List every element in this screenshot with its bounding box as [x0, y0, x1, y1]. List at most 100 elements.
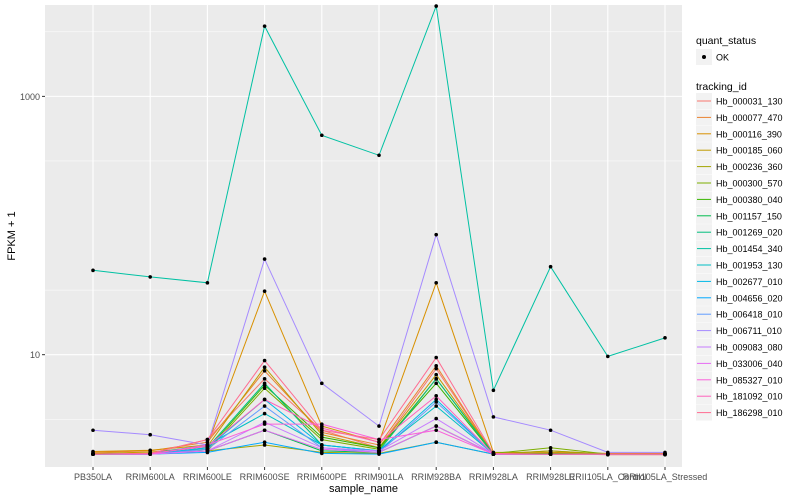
data-point-Hb_001454_340-RRIM600LA	[148, 275, 152, 279]
legend-title-tracking-id: tracking_id	[696, 81, 747, 93]
data-point-Hb_006711_010-PB350LA	[91, 428, 95, 433]
legend-item-label: Hb_001953_130	[716, 261, 783, 271]
data-point-Hb_006711_010-RRIM928BA	[434, 232, 439, 237]
data-point-Hb_181092_010-RRIM600SE	[262, 397, 267, 402]
data-point-Hb_001454_340-RRIM928BA	[434, 4, 439, 8]
y-axis-label: FPKM + 1	[6, 211, 18, 260]
data-point-Hb_001454_340-RRII105LA_Control	[606, 354, 610, 359]
data-point-Hb_085327_010-RRIM600SE	[262, 422, 267, 426]
data-point-Hb_000300_570-RRIM600PE	[320, 437, 324, 442]
data-point-Hb_186298_010-RRIM928LA	[491, 451, 496, 456]
data-point-Hb_000116_390-RRIM928BA	[434, 281, 439, 285]
data-point-Hb_186298_010-RRIM600LA	[148, 451, 152, 456]
data-point-Hb_009083_080-RRIM928BA	[434, 416, 439, 421]
data-point-Hb_186298_010-RRIM928BA	[434, 355, 439, 360]
data-point-Hb_002677_010-RRIM600PE	[320, 443, 324, 447]
data-point-Hb_186298_010-RRIM901LA	[377, 437, 381, 442]
data-point-Hb_006418_010-RRIM928BA	[434, 400, 439, 404]
data-point-Hb_085327_010-RRIM928BA	[434, 428, 439, 433]
data-point-Hb_000300_570-RRIM600SE	[262, 386, 267, 391]
legend-item-label: Hb_000077_470	[716, 113, 783, 123]
x-tick-label: RRIM600SE	[240, 472, 290, 482]
legend-item-label: Hb_181092_010	[716, 392, 783, 402]
data-point-Hb_033006_040-RRIM600SE	[262, 428, 267, 433]
data-point-Hb_001269_020-RRIM928BA	[434, 377, 439, 381]
data-point-Hb_006711_010-RRIM928LA	[491, 415, 496, 419]
data-point-Hb_001269_020-RRIM600SE	[262, 381, 267, 386]
x-axis-label: sample_name	[329, 483, 398, 495]
x-tick-label: RRIM901LA	[354, 472, 403, 482]
data-point-Hb_033006_040-RRIM928BA	[434, 424, 439, 428]
data-point-Hb_085327_010-RRIM600PE	[320, 422, 324, 426]
y-tick-label: 10	[30, 350, 40, 360]
data-point-Hb_000116_390-RRIM600SE	[262, 289, 267, 294]
x-tick-label: PB350LA	[74, 472, 112, 482]
data-point-Hb_001454_340-RRIM928LE	[548, 264, 553, 269]
data-point-Hb_000185_060-RRIM928BA	[434, 372, 439, 377]
data-point-Hb_186298_010-RRIM600LE	[205, 437, 210, 442]
data-point-Hb_006418_010-RRIM600SE	[262, 404, 267, 408]
data-point-Hb_186298_010-RRIM928LE	[548, 452, 553, 456]
data-point-Hb_000077_470-RRIM901LA	[377, 443, 381, 447]
data-point-Hb_004656_020-RRIM928BA	[434, 440, 439, 445]
data-point-Hb_001953_130-RRIM928BA	[434, 404, 439, 408]
legend-item-label: Hb_001454_340	[716, 244, 783, 254]
data-point-Hb_006711_010-RRIM901LA	[377, 424, 381, 428]
x-tick-label: RRII105LA_Control	[569, 472, 647, 482]
axes: 10 1000 PB350LA RRIM600LA RRIM600LE RRIM600SE…	[20, 92, 707, 482]
data-point-Hb_000077_470-RRIM600SE	[262, 369, 267, 373]
data-point-Hb_181092_010-RRIM928BA	[434, 394, 439, 398]
series-points	[91, 4, 667, 457]
data-point-Hb_000236_360-RRIM928LE	[548, 449, 553, 453]
data-point-Hb_001454_340-RRIM600PE	[320, 133, 324, 138]
legend-item-label: Hb_000236_360	[716, 162, 783, 172]
data-point-Hb_000236_360-RRIM600SE	[262, 443, 267, 447]
data-point-Hb_186298_010-RRII105LA_Stressed	[663, 452, 667, 456]
legend-item-label: Hb_000185_060	[716, 146, 783, 156]
x-tick-label: RRIM600LA	[126, 472, 175, 482]
data-point-Hb_000185_060-RRIM600SE	[262, 365, 267, 369]
data-point-Hb_000380_040-RRIM901LA	[377, 446, 381, 450]
legend-key-point	[702, 55, 706, 59]
legend-quant-items: OK	[696, 49, 729, 65]
x-tick-label: RRII105LA_Stressed	[623, 472, 708, 482]
x-tick-label: RRIM928LE	[526, 472, 575, 482]
data-point-Hb_001454_340-RRIM600LE	[205, 281, 210, 285]
data-point-Hb_001953_130-RRIM600SE	[262, 411, 267, 416]
data-point-Hb_001454_340-RRIM901LA	[377, 153, 381, 158]
data-point-Hb_181092_010-RRIM600LE	[205, 444, 210, 449]
data-point-Hb_181092_010-RRIM901LA	[377, 440, 381, 445]
legend-item-label: Hb_006418_010	[716, 310, 783, 320]
x-tick-label: RRIM600LE	[183, 472, 232, 482]
legend: quant_status OK tracking_id Hb_000031_13…	[696, 35, 783, 421]
legend-title-quant-status: quant_status	[696, 35, 756, 47]
legend-item-label: Hb_000116_390	[716, 129, 782, 139]
legend-item-label: Hb_004656_020	[716, 293, 783, 303]
plot-panel	[45, 5, 682, 467]
data-point-Hb_186298_010-RRII105LA_Control	[606, 452, 610, 456]
data-point-Hb_006711_010-RRIM928LE	[548, 428, 553, 433]
data-point-Hb_001454_340-RRII105LA_Stressed	[663, 336, 667, 340]
data-point-Hb_004656_020-RRIM600PE	[320, 451, 324, 456]
data-point-Hb_001454_340-PB350LA	[91, 268, 95, 273]
data-point-Hb_000300_570-RRIM928LE	[548, 446, 553, 450]
data-point-Hb_000380_040-RRIM600PE	[320, 435, 324, 439]
legend-item-label: Hb_033006_040	[716, 359, 783, 369]
data-point-Hb_033006_040-RRIM600PE	[320, 447, 324, 452]
x-tick-label: RRIM928BA	[411, 472, 461, 482]
data-point-Hb_001454_340-RRIM928LA	[491, 388, 496, 393]
data-point-Hb_006711_010-RRIM600LA	[148, 432, 152, 437]
legend-item-label: Hb_085327_010	[716, 375, 783, 385]
legend-item-label: Hb_000300_570	[716, 179, 783, 189]
data-point-Hb_186298_010-RRIM600SE	[262, 358, 267, 363]
legend-item-label: Hb_186298_010	[716, 408, 783, 418]
legend-item-label: Hb_000031_130	[716, 97, 783, 107]
data-point-Hb_186298_010-PB350LA	[91, 452, 95, 456]
data-point-Hb_000077_470-RRIM928BA	[434, 364, 439, 368]
legend-item-label: Hb_001157_150	[716, 211, 782, 221]
legend-item-label: Hb_001269_020	[716, 228, 783, 238]
legend-item-label: Hb_009083_080	[716, 343, 783, 353]
data-point-Hb_000031_130-RRIM600SE	[262, 377, 267, 381]
data-point-Hb_001454_340-RRIM600SE	[262, 24, 267, 28]
